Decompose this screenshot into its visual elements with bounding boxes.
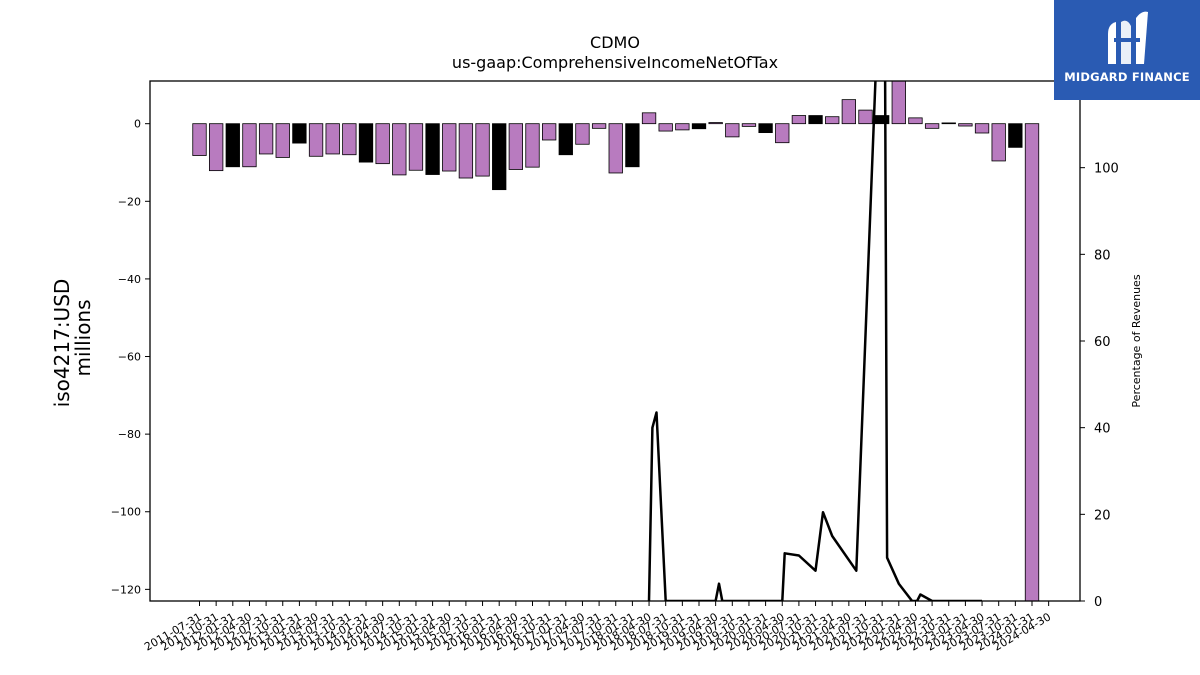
bar — [242, 123, 257, 168]
bar — [225, 123, 240, 168]
chart-subtitle: us-gaap:ComprehensiveIncomeNetOfTax — [452, 53, 778, 72]
x-axis: 2011-07-312011-10-312012-01-312012-04-30… — [142, 601, 1053, 654]
bar — [308, 123, 324, 157]
bar — [841, 99, 856, 125]
y-axis-right: 0 20 40 60 80 100 — [1080, 162, 1119, 610]
bar — [991, 123, 1006, 162]
bar — [325, 123, 340, 155]
bar — [725, 123, 740, 138]
y-tick-label: 0 — [134, 118, 141, 131]
bar — [475, 123, 490, 177]
series-line — [647, 81, 982, 601]
y2-tick-label: 0 — [1094, 595, 1102, 610]
logo-text: MIDGARD FINANCE — [1064, 70, 1190, 84]
bar — [342, 123, 357, 156]
bar — [258, 123, 274, 155]
bar — [192, 123, 207, 156]
bar — [708, 122, 723, 125]
y2-axis-label: Percentage of Revenues — [1130, 274, 1143, 407]
bar — [558, 123, 573, 156]
bar — [1008, 123, 1023, 148]
y2-tick-label: 100 — [1094, 162, 1119, 177]
bar — [375, 123, 390, 165]
bar — [775, 123, 790, 144]
y-axis-left: 0 −20 −40 −60 −80 −100 −120 — [111, 118, 150, 596]
bar — [392, 123, 407, 176]
bar — [608, 123, 623, 174]
bar — [875, 115, 890, 125]
bar — [675, 123, 690, 131]
bar — [458, 123, 474, 179]
bar — [825, 116, 840, 125]
bar — [591, 123, 607, 129]
chart-title: CDMO — [590, 33, 640, 52]
bar — [958, 123, 973, 127]
bar — [292, 123, 307, 144]
brand-logo: MIDGARD FINANCE — [1054, 0, 1200, 100]
bar — [808, 115, 823, 125]
midgard-logo-icon — [1108, 11, 1148, 65]
bar — [408, 123, 424, 171]
y2-tick-label: 60 — [1094, 335, 1111, 350]
bar — [791, 115, 807, 125]
y-tick-label: −80 — [118, 428, 141, 441]
y-axis-label: iso4217:USD — [50, 279, 74, 408]
bar — [974, 123, 990, 134]
bar — [208, 123, 224, 172]
bar — [658, 123, 673, 132]
bar — [941, 122, 956, 125]
bar — [425, 123, 440, 175]
bar — [641, 112, 657, 125]
bar — [575, 123, 590, 145]
bar — [508, 123, 524, 170]
y2-tick-label: 40 — [1094, 422, 1111, 437]
bars-group — [192, 81, 1040, 601]
y-tick-label: −120 — [111, 583, 141, 596]
bar — [858, 109, 873, 125]
y-tick-label: −40 — [118, 273, 141, 286]
y2-tick-label: 20 — [1094, 508, 1111, 523]
bar — [275, 123, 290, 158]
bar — [691, 123, 707, 130]
bar — [442, 123, 457, 172]
bar — [924, 123, 940, 129]
y-tick-label: −60 — [118, 351, 141, 364]
bar — [525, 123, 540, 168]
bar — [358, 123, 374, 163]
bar — [758, 123, 773, 134]
bar — [492, 123, 507, 191]
y-tick-label: −100 — [111, 506, 141, 519]
y2-tick-label: 80 — [1094, 248, 1111, 263]
bar — [1024, 123, 1040, 601]
bar — [625, 123, 640, 168]
bar — [908, 117, 923, 125]
bar — [891, 81, 906, 125]
line-group — [647, 81, 982, 601]
bar — [741, 123, 757, 127]
bar — [542, 123, 557, 141]
y-axis-label-unit: millions — [71, 299, 95, 376]
y-tick-label: −20 — [118, 195, 141, 208]
